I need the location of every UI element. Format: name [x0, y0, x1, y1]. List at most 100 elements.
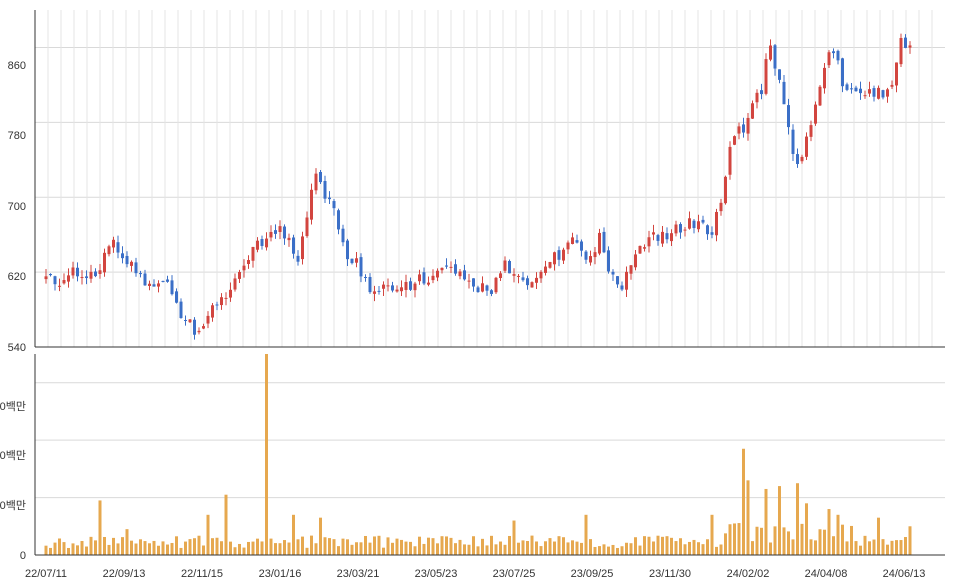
- volume-bar: [80, 541, 84, 555]
- volume-bar: [206, 514, 210, 555]
- candle-body: [598, 232, 601, 254]
- candle-body: [697, 221, 700, 230]
- volume-bar: [494, 544, 498, 555]
- candle-body: [350, 258, 354, 264]
- volume-y-tick: 10백만: [0, 499, 26, 512]
- volume-bar: [197, 535, 201, 555]
- volume-bar: [287, 542, 291, 555]
- volume-bar: [481, 538, 484, 555]
- volume-bar: [728, 524, 732, 555]
- volume-bar: [670, 537, 673, 555]
- volume-bar: [332, 539, 336, 555]
- volume-bar: [796, 483, 799, 555]
- volume-bar: [769, 542, 772, 555]
- volume-bar: [296, 539, 300, 555]
- volume-bar: [791, 539, 795, 555]
- price-y-tick: 620: [8, 271, 26, 283]
- candle-body: [593, 252, 597, 258]
- candle-body: [899, 37, 903, 65]
- candle-body: [323, 180, 327, 199]
- volume-bar: [751, 541, 754, 555]
- volume-bar: [337, 546, 340, 555]
- candle-body: [665, 233, 669, 240]
- volume-bar: [593, 546, 597, 555]
- candle-body: [562, 249, 565, 261]
- candle-body: [557, 250, 561, 260]
- volume-bar: [832, 536, 835, 555]
- volume-bar: [166, 544, 169, 555]
- volume-bar: [202, 545, 205, 555]
- volume-bar: [130, 540, 133, 555]
- candle-body: [526, 278, 529, 286]
- candle-body: [314, 173, 318, 191]
- candle-body: [85, 276, 88, 279]
- volume-bar: [454, 543, 457, 555]
- volume-bar: [701, 544, 705, 555]
- candle-body: [152, 284, 156, 287]
- candle-body: [328, 197, 331, 200]
- volume-bar: [458, 539, 462, 555]
- candle-body: [742, 124, 745, 133]
- volume-bar: [233, 547, 237, 555]
- volume-bar: [382, 547, 385, 555]
- candle-body: [188, 319, 192, 323]
- volume-bar: [890, 540, 894, 555]
- candle-body: [580, 241, 583, 251]
- candle-body: [44, 276, 48, 280]
- candle-body: [359, 257, 363, 277]
- candle-body: [850, 88, 853, 90]
- candle-body: [364, 276, 367, 278]
- volume-y-ticks: 0 10백만 20백만 30백만: [0, 400, 26, 562]
- volume-bar: [746, 480, 750, 555]
- candle-body: [229, 289, 232, 298]
- x-tick-label: 23/03/21: [337, 568, 380, 580]
- volume-bar: [611, 544, 615, 555]
- candle-body: [121, 253, 124, 259]
- candle-body: [886, 89, 889, 97]
- volume-bar: [368, 542, 372, 555]
- candle-body: [859, 88, 862, 94]
- volume-bar: [350, 544, 354, 555]
- candle-body: [755, 92, 759, 103]
- candle-body: [67, 275, 70, 282]
- candle-body: [647, 237, 651, 247]
- volume-bar: [877, 517, 880, 555]
- volume-bar: [859, 545, 862, 555]
- volume-y-tick: 20백만: [0, 449, 26, 462]
- candle-body: [157, 283, 160, 287]
- candle-body: [530, 282, 534, 288]
- volume-bar: [895, 540, 898, 555]
- candle-body: [463, 270, 466, 280]
- volume-bar: [584, 514, 588, 555]
- volume-bar: [116, 543, 120, 555]
- volume-grid: [35, 382, 945, 499]
- candle-body: [476, 287, 480, 293]
- volume-bar: [638, 545, 642, 555]
- volume-bar: [134, 543, 138, 555]
- candle-body: [481, 283, 484, 292]
- volume-bar: [98, 500, 102, 555]
- candle-body: [643, 247, 646, 249]
- candle-body: [877, 87, 880, 99]
- candle-body: [161, 280, 165, 282]
- candle-body: [701, 219, 705, 223]
- volume-bar: [899, 540, 903, 555]
- x-tick-label: 24/04/08: [805, 568, 848, 580]
- candle-body: [800, 156, 804, 162]
- candle-body: [773, 45, 777, 69]
- volume-bar: [706, 539, 709, 555]
- candle-body: [868, 89, 871, 94]
- candle-body: [494, 277, 498, 293]
- volume-bar: [103, 536, 106, 555]
- volume-bar: [274, 543, 277, 555]
- candle-body: [305, 217, 309, 237]
- volume-bar: [346, 539, 349, 555]
- volume-bar: [656, 535, 660, 555]
- volume-bar: [224, 494, 228, 555]
- candle-body: [508, 260, 511, 274]
- candle-body: [251, 246, 255, 261]
- volume-bar: [121, 537, 124, 555]
- x-tick-label: 23/11/30: [649, 568, 691, 580]
- candle-body: [454, 264, 457, 274]
